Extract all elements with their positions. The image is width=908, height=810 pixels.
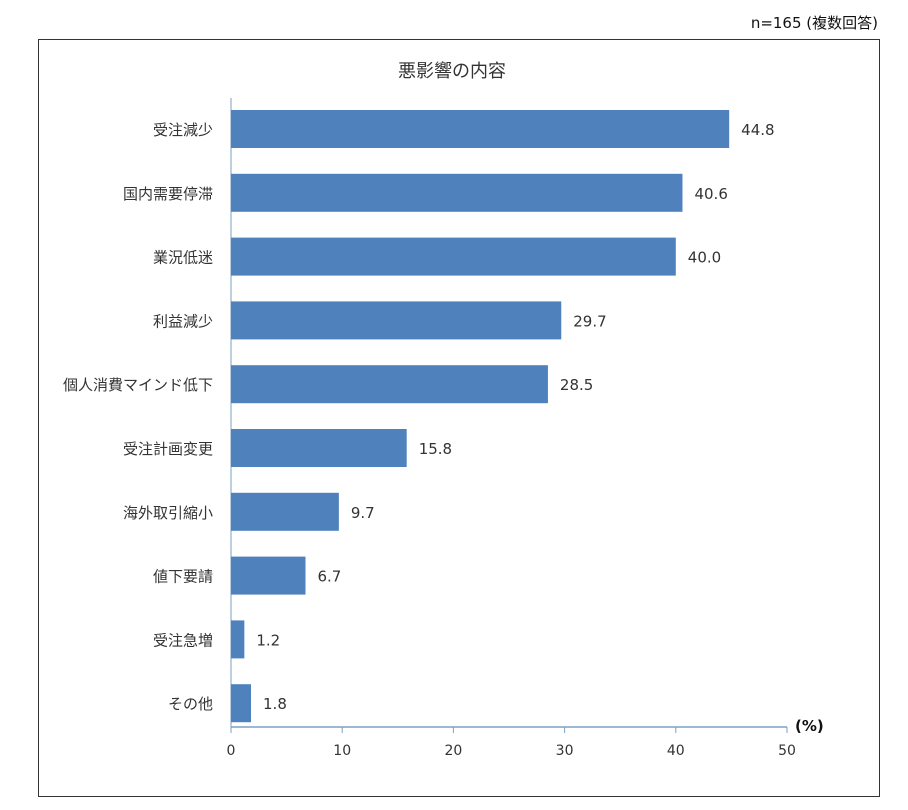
data-label: 6.7 [318, 568, 342, 586]
x-tick-label: 50 [778, 743, 796, 759]
chart-frame: 悪影響の内容 受注減少 44.8 国内需要停滞 40.6 業況低迷 40.0 利益減少 29.… [38, 39, 880, 797]
category-label: その他 [168, 695, 213, 713]
category-label: 業況低迷 [153, 249, 213, 267]
x-tick-label: 0 [227, 743, 236, 759]
data-label: 1.8 [263, 695, 287, 713]
category-label: 利益減少 [153, 312, 213, 330]
category-label: 海外取引縮小 [123, 504, 213, 522]
bar [231, 365, 548, 404]
category-label: 受注減少 [153, 121, 213, 139]
sample-size-note: n=165 (複数回答) [750, 14, 878, 32]
category-label: 個人消費マインド低下 [63, 376, 213, 394]
x-tick-label: 30 [556, 743, 574, 759]
data-label: 15.8 [419, 440, 452, 458]
bar-chart: 悪影響の内容 受注減少 44.8 国内需要停滞 40.6 業況低迷 40.0 利益減少 29.… [63, 61, 824, 759]
bar [231, 684, 252, 723]
data-label: 40.0 [688, 249, 721, 267]
category-label: 国内需要停滞 [123, 185, 213, 203]
bar [231, 173, 683, 212]
bar [231, 237, 676, 276]
category-label: 値下要請 [153, 568, 213, 586]
data-label: 44.8 [741, 121, 774, 139]
x-tick-label: 10 [333, 743, 351, 759]
x-tick-label: 40 [667, 743, 685, 759]
bar [231, 556, 306, 595]
data-label: 1.2 [256, 631, 280, 649]
bar [231, 301, 562, 340]
bar [231, 492, 339, 531]
bar [231, 429, 407, 467]
data-label: 28.5 [560, 376, 593, 394]
data-label: 29.7 [573, 312, 606, 330]
bar [231, 110, 730, 148]
category-label: 受注計画変更 [123, 440, 213, 458]
x-tick-label: 20 [444, 743, 462, 759]
data-label: 40.6 [694, 185, 727, 203]
x-axis-unit-label: (%) [795, 717, 824, 735]
chart-title: 悪影響の内容 [398, 61, 506, 82]
category-label: 受注急増 [153, 631, 213, 649]
bar [231, 620, 245, 659]
data-label: 9.7 [351, 504, 375, 522]
